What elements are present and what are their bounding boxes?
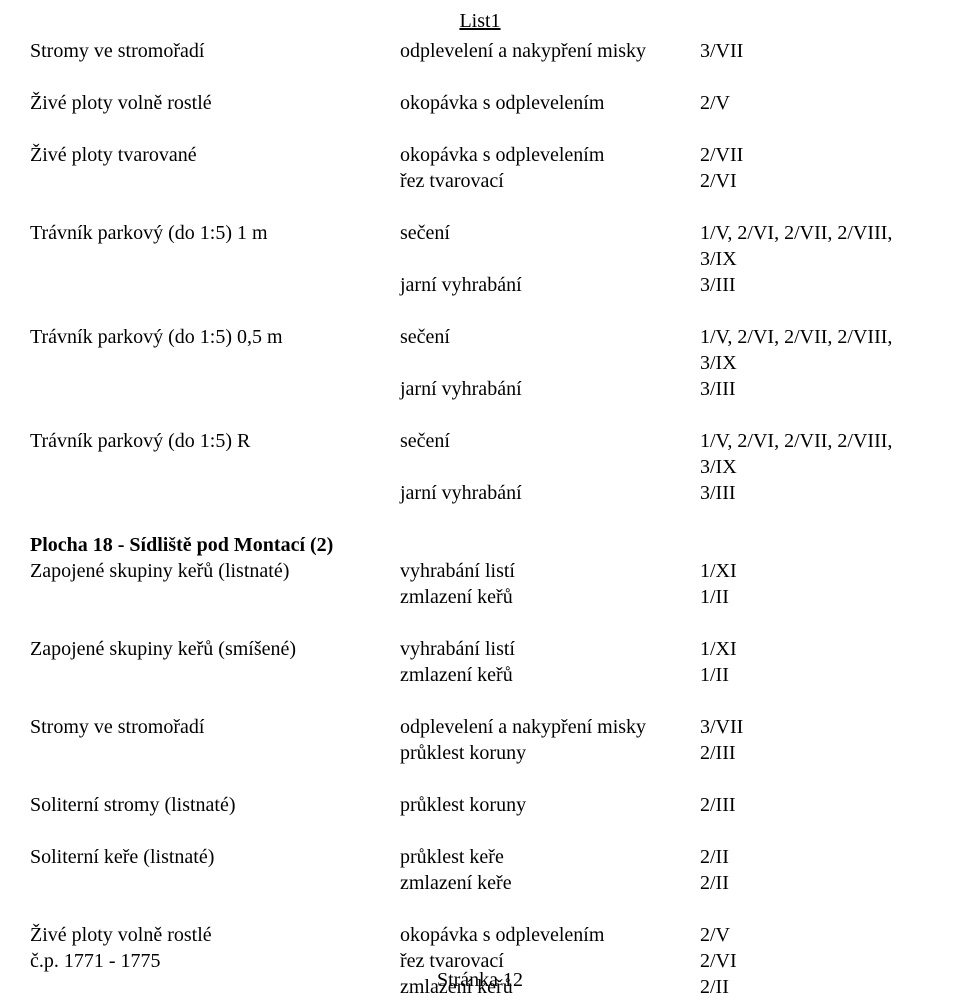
row-spacer	[30, 766, 930, 792]
col-item: Trávník parkový (do 1:5) R	[30, 428, 400, 480]
table-row: jarní vyhrabání3/III	[30, 272, 930, 298]
col-action: zmlazení keřů	[400, 584, 700, 610]
col-item	[30, 168, 400, 194]
col-period: 2/V	[700, 922, 930, 948]
row-spacer	[30, 506, 930, 532]
page-footer: Stránka 12	[0, 969, 960, 992]
col-action: zmlazení keře	[400, 870, 700, 896]
col-item: Plocha 18 - Sídliště pod Montací (2)	[30, 532, 400, 558]
col-item: Stromy ve stromořadí	[30, 714, 400, 740]
col-period: 1/II	[700, 662, 930, 688]
col-period: 2/III	[700, 792, 930, 818]
row-spacer	[30, 298, 930, 324]
col-item	[30, 480, 400, 506]
table-row: Živé ploty volně rostléokopávka s odplev…	[30, 922, 930, 948]
table-row: Živé ploty tvarovanéokopávka s odplevele…	[30, 142, 930, 168]
col-item	[30, 870, 400, 896]
col-action: sečení	[400, 220, 700, 272]
col-item: Trávník parkový (do 1:5) 1 m	[30, 220, 400, 272]
col-item	[30, 584, 400, 610]
row-spacer	[30, 402, 930, 428]
row-spacer	[30, 688, 930, 714]
col-action: zmlazení keřů	[400, 662, 700, 688]
table-row: Trávník parkový (do 1:5) 0,5 msečení1/V,…	[30, 324, 930, 376]
row-spacer	[30, 116, 930, 142]
col-action: jarní vyhrabání	[400, 480, 700, 506]
table-row: řez tvarovací2/VI	[30, 168, 930, 194]
col-period: 1/XI	[700, 558, 930, 584]
col-item: Živé ploty volně rostlé	[30, 922, 400, 948]
col-action: odplevelení a nakypření misky	[400, 714, 700, 740]
col-action: sečení	[400, 324, 700, 376]
table-row: průklest koruny2/III	[30, 740, 930, 766]
col-period: 2/V	[700, 90, 930, 116]
col-period: 3/III	[700, 376, 930, 402]
row-spacer	[30, 194, 930, 220]
table-row: jarní vyhrabání3/III	[30, 376, 930, 402]
table-row: Plocha 18 - Sídliště pod Montací (2)	[30, 532, 930, 558]
row-spacer	[30, 610, 930, 636]
col-action: průklest koruny	[400, 792, 700, 818]
col-item: Zapojené skupiny keřů (listnaté)	[30, 558, 400, 584]
table-row: Zapojené skupiny keřů (listnaté)vyhrabán…	[30, 558, 930, 584]
col-action: odplevelení a nakypření misky	[400, 38, 700, 64]
row-spacer	[30, 896, 930, 922]
col-period: 3/III	[700, 480, 930, 506]
table-row: Soliterní keře (listnaté)průklest keře2/…	[30, 844, 930, 870]
row-spacer	[30, 64, 930, 90]
col-action: okopávka s odplevelením	[400, 142, 700, 168]
row-spacer	[30, 818, 930, 844]
col-item: Živé ploty volně rostlé	[30, 90, 400, 116]
col-action: jarní vyhrabání	[400, 272, 700, 298]
col-period: 2/II	[700, 870, 930, 896]
col-period: 3/VII	[700, 714, 930, 740]
col-action: řez tvarovací	[400, 168, 700, 194]
table-row: zmlazení keře2/II	[30, 870, 930, 896]
col-item: Trávník parkový (do 1:5) 0,5 m	[30, 324, 400, 376]
table-row: zmlazení keřů1/II	[30, 662, 930, 688]
col-item: Stromy ve stromořadí	[30, 38, 400, 64]
col-item	[30, 272, 400, 298]
table-row: zmlazení keřů1/II	[30, 584, 930, 610]
col-item: Živé ploty tvarované	[30, 142, 400, 168]
col-period: 1/XI	[700, 636, 930, 662]
col-action: vyhrabání listí	[400, 636, 700, 662]
col-item: Soliterní stromy (listnaté)	[30, 792, 400, 818]
col-action: jarní vyhrabání	[400, 376, 700, 402]
col-action: průklest koruny	[400, 740, 700, 766]
col-action: sečení	[400, 428, 700, 480]
col-period: 1/V, 2/VI, 2/VII, 2/VIII, 3/IX	[700, 220, 930, 272]
col-period: 2/VII	[700, 142, 930, 168]
table-row: Soliterní stromy (listnaté)průklest koru…	[30, 792, 930, 818]
document-body: Stromy ve stromořadíodplevelení a nakypř…	[0, 0, 960, 1000]
col-period: 1/V, 2/VI, 2/VII, 2/VIII, 3/IX	[700, 324, 930, 376]
col-item	[30, 376, 400, 402]
col-period: 3/III	[700, 272, 930, 298]
col-period: 2/VI	[700, 168, 930, 194]
col-period: 1/II	[700, 584, 930, 610]
table-row: Trávník parkový (do 1:5) 1 msečení1/V, 2…	[30, 220, 930, 272]
col-item: Soliterní keře (listnaté)	[30, 844, 400, 870]
table-row: Stromy ve stromořadíodplevelení a nakypř…	[30, 38, 930, 64]
col-period: 3/VII	[700, 38, 930, 64]
col-action: okopávka s odplevelením	[400, 922, 700, 948]
table-row: Stromy ve stromořadíodplevelení a nakypř…	[30, 714, 930, 740]
col-action: okopávka s odplevelením	[400, 90, 700, 116]
table-row: Zapojené skupiny keřů (smíšené)vyhrabání…	[30, 636, 930, 662]
table-row: Trávník parkový (do 1:5) Rsečení1/V, 2/V…	[30, 428, 930, 480]
table-row: jarní vyhrabání3/III	[30, 480, 930, 506]
col-action: vyhrabání listí	[400, 558, 700, 584]
col-item: Zapojené skupiny keřů (smíšené)	[30, 636, 400, 662]
col-period: 1/V, 2/VI, 2/VII, 2/VIII, 3/IX	[700, 428, 930, 480]
col-period: 2/III	[700, 740, 930, 766]
col-period: 2/II	[700, 844, 930, 870]
col-period	[700, 532, 930, 558]
col-action: průklest keře	[400, 844, 700, 870]
col-item	[30, 662, 400, 688]
sheet-title: List1	[0, 10, 960, 33]
col-item	[30, 740, 400, 766]
col-action	[400, 532, 700, 558]
table-row: Živé ploty volně rostléokopávka s odplev…	[30, 90, 930, 116]
